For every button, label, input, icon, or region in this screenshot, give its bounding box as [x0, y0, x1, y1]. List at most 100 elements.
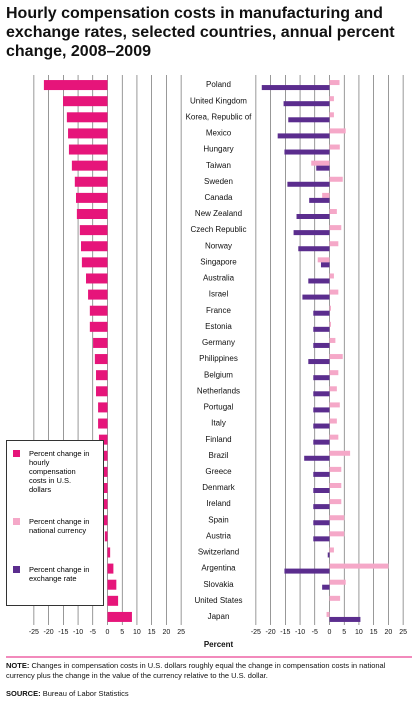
category-label: Poland [206, 80, 231, 89]
bar [313, 391, 330, 397]
bar [329, 547, 334, 553]
category-label: Portugal [204, 403, 234, 412]
category-label: France [206, 306, 231, 315]
legend-swatch [13, 518, 20, 525]
category-label: Greece [205, 467, 232, 476]
category-label: Switzerland [198, 548, 239, 557]
category-label: Germany [202, 338, 235, 347]
bar [308, 278, 330, 284]
bar [329, 563, 389, 569]
bar [287, 181, 330, 187]
category-label: Philippines [199, 354, 238, 363]
bar [313, 310, 330, 316]
bar [98, 418, 108, 429]
bar [316, 165, 330, 171]
category-label: Mexico [206, 129, 232, 138]
x-tick-label: 0 [328, 629, 332, 636]
category-label: Ireland [206, 499, 230, 508]
bar [74, 176, 108, 187]
bar [326, 611, 330, 617]
bar [98, 434, 108, 445]
bar [313, 520, 330, 526]
category-label: Netherlands [197, 386, 240, 395]
bar [329, 305, 331, 311]
bar [308, 359, 330, 365]
bar [329, 466, 342, 472]
bar [329, 80, 340, 86]
bar [329, 595, 341, 601]
bar [313, 342, 330, 348]
x-tick-label: -10 [295, 629, 305, 636]
x-tick-label: 10 [133, 629, 141, 636]
category-label: Hungary [203, 145, 233, 154]
bar [107, 595, 119, 606]
bar [63, 96, 108, 107]
category-label: Belgium [204, 370, 233, 379]
bar [107, 547, 111, 558]
category-label: Argentina [201, 564, 236, 573]
category-label: Finland [205, 435, 231, 444]
category-label: Czech Republic [190, 225, 246, 234]
x-tick-label: -5 [312, 629, 318, 636]
bar [322, 584, 330, 590]
bar [329, 370, 339, 376]
category-label: United Kingdom [190, 96, 247, 105]
bar [68, 128, 108, 139]
category-label: United States [194, 596, 242, 605]
category-label: Brazil [208, 451, 228, 460]
category-label: Estonia [205, 322, 232, 331]
bar [309, 197, 330, 203]
bar [43, 80, 108, 91]
bar [96, 370, 108, 381]
bar [76, 209, 108, 219]
chart-title: Hourly compensation costs in manufacturi… [6, 5, 395, 60]
bar [104, 531, 108, 542]
bar [313, 423, 330, 429]
source-text: Bureau of Labor Statistics [42, 689, 129, 698]
category-label: Australia [203, 274, 235, 283]
x-tick-label: -10 [73, 629, 83, 636]
x-tick-label: 10 [355, 629, 363, 636]
bar [75, 192, 108, 203]
x-tick-label: 0 [106, 629, 110, 636]
bar [329, 241, 339, 247]
bar [313, 375, 330, 381]
x-tick-label: -25 [251, 629, 261, 636]
x-tick-label: -25 [29, 629, 39, 636]
bar [313, 504, 330, 510]
bar [313, 471, 330, 477]
category-label: Israel [209, 290, 229, 299]
legend-label: Percent change in hourly compensation co… [29, 449, 90, 494]
bar [311, 160, 330, 166]
legend-label: Percent change in national currency [29, 517, 90, 535]
bar [329, 337, 336, 343]
bar [93, 337, 108, 348]
note: NOTE: Changes in compensation costs in U… [6, 661, 412, 681]
bar [322, 192, 330, 198]
bar [107, 611, 132, 622]
bar [88, 289, 108, 300]
bar [313, 488, 330, 493]
bar [329, 112, 334, 118]
bar [317, 257, 330, 263]
bar [329, 616, 361, 622]
bar [261, 85, 330, 91]
bar [68, 144, 108, 155]
x-tick-label: 5 [120, 629, 124, 636]
bar [327, 552, 330, 558]
bar [277, 133, 330, 139]
bar [94, 354, 108, 365]
bar [329, 418, 337, 424]
bar [329, 96, 334, 102]
x-tick-label: 5 [342, 629, 346, 636]
note-text: Changes in compensation costs in U.S. do… [6, 661, 386, 680]
bar [329, 434, 339, 440]
bar [313, 326, 330, 332]
bar [298, 246, 330, 252]
bar [329, 386, 337, 392]
x-tick-label: 20 [162, 629, 170, 636]
bar [288, 117, 330, 123]
bar [329, 289, 339, 295]
